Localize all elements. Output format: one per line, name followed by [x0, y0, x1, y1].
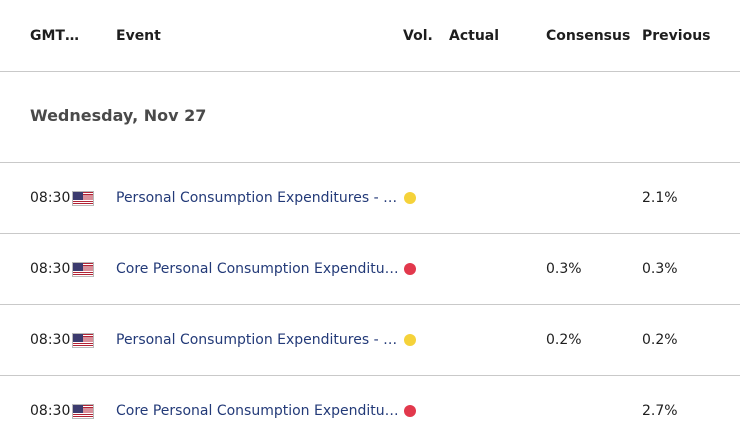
- volatility-medium-icon: [404, 334, 416, 346]
- us-flag-icon: [72, 262, 94, 277]
- event-title-link[interactable]: Personal Consumption Expenditures - Pric…: [116, 332, 402, 348]
- volatility-high-icon: [404, 263, 416, 275]
- event-previous: 2.1%: [642, 190, 678, 206]
- event-previous: 2.7%: [642, 403, 678, 419]
- vol-column-header: Vol.: [403, 28, 433, 44]
- event-time: 08:30: [30, 403, 71, 419]
- event-title-link[interactable]: Core Personal Consumption Expenditures -…: [116, 403, 402, 419]
- time-column-header[interactable]: GMT…: [30, 28, 79, 44]
- event-consensus: 0.2%: [546, 332, 582, 348]
- event-row[interactable]: 08:30 Core Personal Consumption Expendit…: [0, 234, 740, 305]
- event-column-header: Event: [116, 28, 161, 44]
- volatility-medium-icon: [404, 192, 416, 204]
- us-flag-icon: [72, 333, 94, 348]
- date-group-label: Wednesday, Nov 27: [30, 106, 207, 125]
- us-flag-icon: [72, 191, 94, 206]
- event-time: 08:30: [30, 190, 71, 206]
- event-time: 08:30: [30, 332, 71, 348]
- event-previous: 0.2%: [642, 332, 678, 348]
- event-title-link[interactable]: Personal Consumption Expenditures - Pric…: [116, 190, 402, 206]
- event-time: 08:30: [30, 261, 71, 277]
- event-row[interactable]: 08:30 Personal Consumption Expenditures …: [0, 163, 740, 234]
- event-title-link[interactable]: Core Personal Consumption Expenditures -…: [116, 261, 402, 277]
- event-consensus: 0.3%: [546, 261, 582, 277]
- consensus-column-header: Consensus: [546, 28, 631, 44]
- us-flag-icon: [72, 404, 94, 419]
- date-group-row: [0, 72, 740, 163]
- actual-column-header: Actual: [449, 28, 500, 44]
- event-previous: 0.3%: [642, 261, 678, 277]
- volatility-high-icon: [404, 405, 416, 417]
- event-row[interactable]: 08:30 Personal Consumption Expenditures …: [0, 305, 740, 376]
- previous-column-header: Previous: [642, 28, 711, 44]
- event-row[interactable]: 08:30 Core Personal Consumption Expendit…: [0, 376, 740, 446]
- table-header: GMT… Event Vol. Actual Consensus Previou…: [0, 0, 740, 72]
